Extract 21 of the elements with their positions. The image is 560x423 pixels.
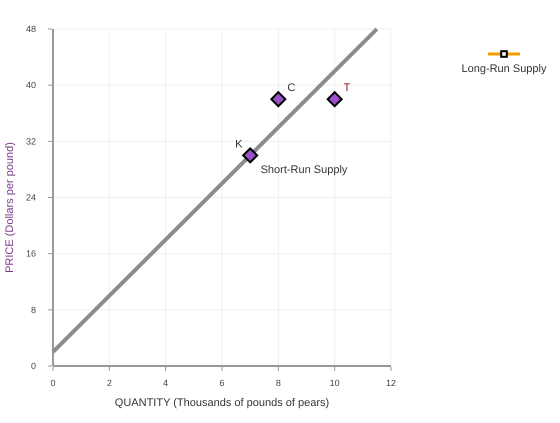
y-tick-label: 16 — [26, 248, 36, 259]
annotation: T — [344, 82, 351, 94]
series-label: Short-Run Supply — [260, 164, 348, 176]
annotation: K — [235, 138, 244, 150]
x-tick-label: 4 — [163, 378, 168, 388]
x-tick-label: 0 — [50, 378, 56, 388]
y-tick-label: 8 — [30, 304, 36, 315]
y-tick-label: 40 — [26, 80, 36, 90]
legend-label: Long-Run Supply — [461, 63, 547, 75]
x-tick-label: 12 — [386, 378, 396, 388]
x-tick-label: 2 — [106, 378, 112, 388]
y-tick-label: 24 — [26, 192, 36, 202]
x-tick-label: 10 — [330, 378, 340, 388]
y-tick-label: 32 — [26, 136, 36, 146]
x-tick-label: 6 — [219, 378, 225, 388]
x-tick-label: 8 — [276, 378, 281, 388]
y-tick-label: 0 — [30, 361, 36, 371]
annotation: C — [287, 82, 296, 94]
y-axis-title: PRICE (Dollars per pound) — [4, 142, 16, 273]
x-axis-title: QUANTITY (Thousands of pounds of pears) — [114, 397, 330, 409]
y-tick-label: 48 — [26, 24, 36, 34]
